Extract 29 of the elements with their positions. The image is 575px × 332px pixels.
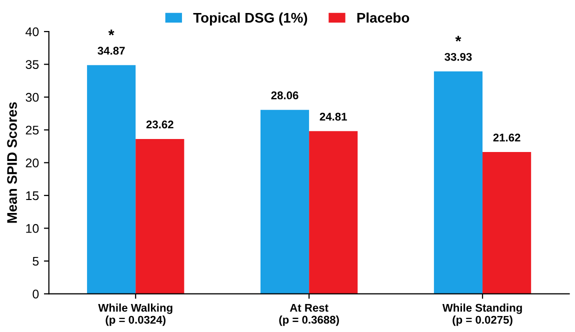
bar <box>260 110 310 294</box>
data-label: 21.62 <box>493 134 520 142</box>
y-tick-label: 15 <box>26 191 39 200</box>
data-label: 34.87 <box>98 46 125 55</box>
bar <box>434 71 483 294</box>
bar <box>482 152 532 294</box>
data-label: 24.81 <box>320 112 347 121</box>
legend-label: Topical DSG (1%) <box>193 12 308 26</box>
y-tick-label: 35 <box>26 60 39 69</box>
data-label: 28.06 <box>271 91 298 100</box>
y-axis-title: Mean SPID Scores <box>7 102 17 223</box>
x-tick-label: At Rest (p = 0.3688) <box>279 304 339 326</box>
y-tick-label: 30 <box>26 92 39 102</box>
y-tick-label: 20 <box>26 158 39 168</box>
y-tick-label: 10 <box>26 224 39 233</box>
annotation: * <box>108 30 114 36</box>
y-tick-label: 0 <box>32 290 39 298</box>
y-tick-label: 40 <box>26 27 39 36</box>
bar <box>136 138 184 294</box>
legend-label: Placebo <box>357 12 410 23</box>
bar <box>309 131 358 294</box>
bar <box>87 65 136 294</box>
annotation: * <box>455 36 462 42</box>
y-tick-label: 25 <box>26 126 39 135</box>
x-tick-label: While Walking (p = 0.0324) <box>98 304 172 326</box>
x-tick-label: While Standing (p = 0.0275) <box>442 304 522 326</box>
data-label: 33.93 <box>444 52 472 61</box>
y-tick-label: 5 <box>32 256 39 266</box>
data-label: 23.62 <box>146 120 174 128</box>
